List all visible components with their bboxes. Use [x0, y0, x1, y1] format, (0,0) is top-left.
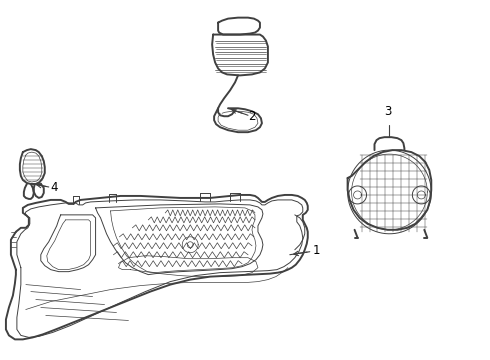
- Text: 4: 4: [51, 181, 58, 194]
- Text: 1: 1: [313, 244, 320, 257]
- Text: 2: 2: [248, 110, 255, 123]
- Text: 3: 3: [384, 105, 391, 118]
